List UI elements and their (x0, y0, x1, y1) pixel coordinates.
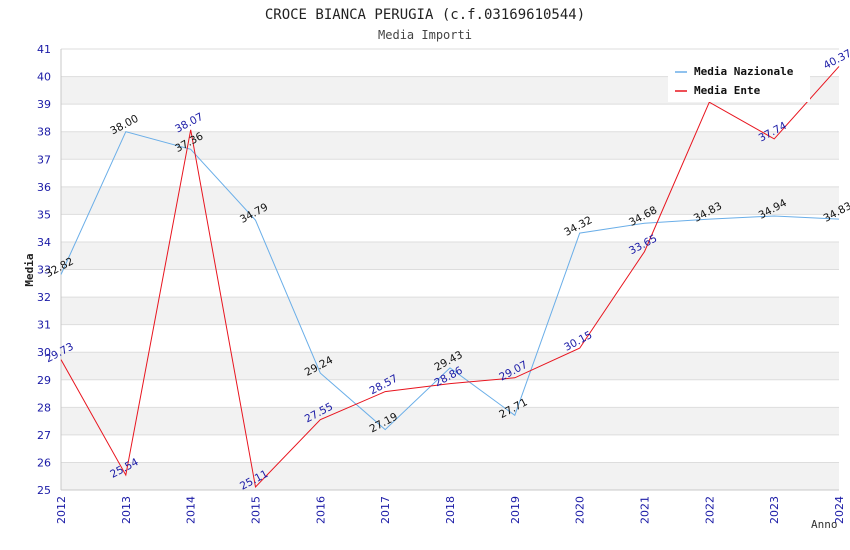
y-tick-label: 35 (37, 208, 51, 221)
plot-band (61, 379, 839, 408)
plot-band (61, 104, 839, 132)
x-tick-label: 2013 (120, 496, 133, 524)
plot-band (61, 131, 839, 160)
x-tick-label: 2024 (833, 496, 846, 524)
plot-band (61, 241, 839, 270)
y-tick-label: 34 (37, 236, 51, 249)
series-line-media-ente (60, 66, 840, 489)
y-tick-label: 33 (37, 264, 51, 277)
y-tick-label: 26 (37, 456, 51, 469)
legend: Media Nazionale Media Ente (668, 60, 810, 102)
y-tick-label: 40 (37, 71, 51, 84)
y-tick-label: 36 (37, 181, 51, 194)
chart-title: CROCE BIANCA PERUGIA (c.f.03169610544) (265, 7, 585, 23)
y-tick-label: 39 (37, 98, 51, 111)
y-tick-label: 28 (37, 401, 51, 414)
y-tick-label: 27 (37, 429, 51, 442)
y-tick-label: 29 (37, 374, 51, 387)
legend-label-media-ente: Media Ente (694, 84, 761, 97)
x-tick-label: 2012 (55, 496, 68, 524)
x-axis-label: Anno (811, 518, 838, 531)
x-tick-label: 2022 (703, 496, 716, 524)
y-tick-label: 30 (37, 346, 51, 359)
x-tick-label: 2020 (574, 496, 587, 524)
y-tick-label: 37 (37, 153, 51, 166)
legend-box (668, 60, 810, 102)
plot-band (61, 462, 839, 490)
y-tick-label: 41 (37, 43, 51, 56)
plot-band (61, 297, 839, 325)
y-tick-label: 32 (37, 291, 51, 304)
x-tick-label: 2023 (768, 496, 781, 524)
y-tick-label: 25 (37, 484, 51, 497)
plot-band (61, 407, 839, 435)
series-lines (60, 66, 840, 489)
y-tick-label: 31 (37, 319, 51, 332)
x-tick-label: 2018 (444, 496, 457, 524)
plot-band (61, 352, 839, 380)
y-axis-ticks: 25 26 27 28 29 30 31 32 33 34 35 36 37 38 39 40 41 (37, 43, 51, 497)
plot-band (61, 324, 839, 353)
x-tick-label: 2016 (314, 496, 327, 524)
plot-band (61, 159, 839, 187)
plot-band (61, 434, 839, 463)
series-line-media-nazionale (60, 131, 840, 431)
y-axis-label: Media (23, 253, 36, 286)
x-tick-label: 2014 (185, 496, 198, 524)
x-tick-label: 2017 (379, 496, 392, 524)
plot-bands (61, 49, 839, 490)
x-axis-ticks: 2012 2013 2014 2015 2016 2017 2018 2019 2020 2021… (55, 496, 846, 524)
y-tick-label: 38 (37, 126, 51, 139)
x-tick-label: 2019 (509, 496, 522, 524)
x-tick-label: 2015 (250, 496, 263, 524)
plot-band (61, 269, 839, 298)
chart-subtitle: Media Importi (378, 28, 472, 42)
legend-label-media-nazionale: Media Nazionale (694, 65, 794, 78)
plot-band (61, 186, 839, 215)
x-tick-label: 2021 (639, 496, 652, 524)
